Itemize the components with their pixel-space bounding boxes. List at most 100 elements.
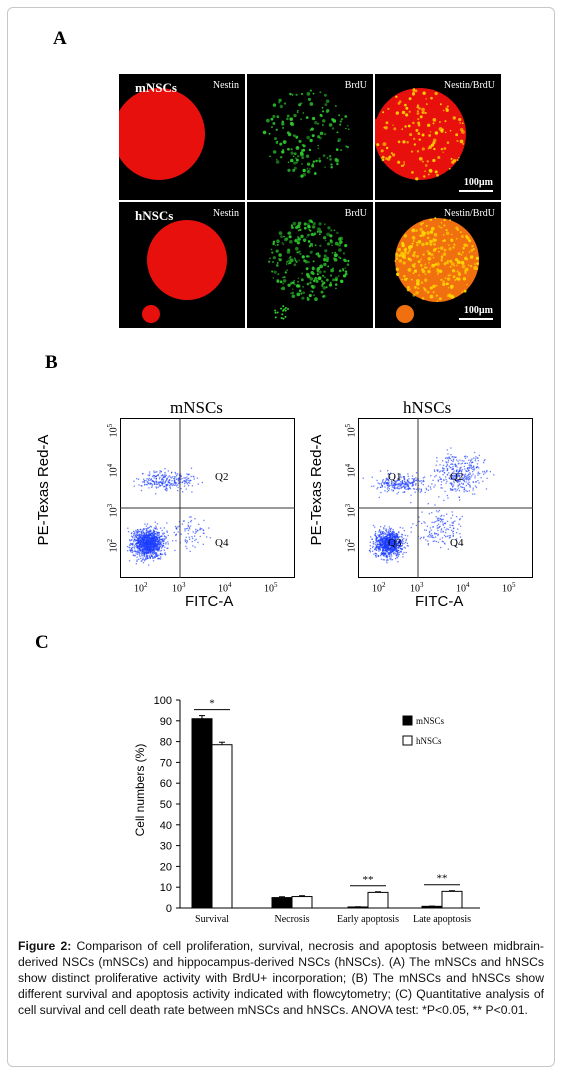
flow-event-dot [130, 543, 133, 545]
flow-event-dot [473, 468, 475, 470]
flow-event-dot [143, 554, 145, 556]
flow-event-dot [440, 546, 442, 549]
flow-event-dot [483, 460, 485, 462]
flow-event-dot [141, 532, 144, 534]
flow-event-dot [403, 478, 406, 480]
flow-event-dot [159, 542, 161, 544]
flow-event-dot [458, 496, 460, 498]
flow-event-dot [407, 485, 409, 487]
flow-event-dot [378, 535, 380, 537]
flow-event-dot [148, 542, 150, 544]
flow-event-dot [177, 490, 179, 492]
flow-event-dot [394, 540, 397, 542]
flow-event-dot [383, 533, 385, 535]
flow-event-dot [166, 547, 168, 550]
flow-event-dot [140, 534, 143, 536]
flow-event-dot [398, 476, 400, 478]
flow-event-dot [131, 532, 133, 534]
flow-event-dot [181, 523, 183, 525]
flow-event-dot [387, 540, 390, 542]
flow-event-dot [129, 540, 131, 542]
flow-event-dot [469, 464, 471, 466]
flow-event-dot [484, 472, 486, 474]
flow-event-dot [161, 535, 163, 537]
flow-event-dot [405, 483, 407, 485]
flow-event-dot [176, 528, 178, 530]
flow-event-dot [185, 536, 187, 538]
flow-event-dot [442, 518, 444, 521]
flow-event-dot [152, 475, 154, 478]
flow-event-dot [403, 483, 405, 485]
flow-event-dot [377, 543, 379, 545]
flow-event-dot [151, 540, 153, 543]
flow-event-dot [374, 534, 376, 536]
flow-event-dot [160, 481, 162, 484]
flow-event-dot [138, 539, 140, 541]
flow-event-dot [463, 465, 465, 468]
flow-event-dot [199, 535, 201, 538]
flow-event-dot [179, 473, 182, 475]
flow-event-dot [443, 542, 446, 544]
flow-event-dot [385, 545, 388, 548]
flow-event-dot [391, 555, 393, 557]
flow-event-dot [439, 525, 441, 527]
flow-event-dot [482, 471, 484, 473]
flow-event-dot [154, 532, 156, 535]
flow-event-dot [408, 481, 410, 483]
micrograph-group-label: hNSCs [135, 208, 174, 223]
flow-event-dot [150, 478, 152, 481]
flow-event-dot [470, 476, 472, 478]
flow-event-dot [157, 537, 159, 539]
flow-event-dot [155, 480, 157, 483]
flow-event-dot [389, 528, 392, 531]
flow-event-dot [408, 478, 410, 480]
flow-event-dot [147, 556, 149, 558]
flow-event-dot [148, 526, 150, 529]
flow-event-dot [390, 530, 392, 532]
flow-event-dot [176, 478, 178, 480]
flow-event-dot [468, 476, 470, 479]
flow-event-dot [456, 466, 458, 468]
flow-event-dot [463, 480, 465, 483]
flow-event-dot [396, 548, 398, 550]
flow-event-dot [153, 477, 155, 479]
flow-event-dot [381, 541, 383, 544]
flow-event-dot [164, 480, 167, 483]
flow-event-dot [445, 531, 447, 534]
flow-event-dot [438, 526, 441, 528]
flow-event-dot [154, 537, 156, 539]
flow-event-dot [391, 543, 394, 545]
flow-event-dot [374, 547, 377, 549]
flow-event-dot [385, 529, 388, 531]
flow-event-dot [374, 535, 377, 537]
flow-event-dot [153, 552, 155, 554]
flow-event-dot [458, 523, 460, 525]
flow-event-dot [446, 535, 448, 537]
flow-event-dot [155, 549, 157, 551]
flow-event-dot [435, 540, 437, 543]
flow-event-dot [397, 485, 399, 487]
flow-event-dot [405, 551, 407, 554]
flow-event-dot [385, 550, 388, 552]
flow-event-dot [145, 551, 147, 553]
flow-event-dot [148, 546, 150, 548]
flow-event-dot [459, 480, 461, 482]
flow-event-dot [185, 488, 187, 490]
flow-event-dot [142, 553, 144, 555]
flow-event-dot [177, 480, 179, 482]
flow-event-dot [389, 537, 392, 539]
flow-event-dot [139, 542, 141, 544]
flow-event-dot [404, 487, 406, 489]
flow-event-dot [422, 479, 424, 482]
flow-event-dot [385, 554, 387, 556]
flow-event-dot [474, 493, 476, 495]
flow-event-dot [450, 454, 452, 456]
flow-event-dot [385, 482, 387, 484]
flow-event-dot [463, 491, 465, 493]
flow-event-dot [430, 529, 433, 531]
flow-event-dot [388, 534, 390, 536]
flow-event-dot [446, 462, 448, 464]
flow-event-dot [447, 453, 449, 455]
flow-event-dot [410, 526, 412, 529]
flow-event-dot [384, 542, 386, 544]
